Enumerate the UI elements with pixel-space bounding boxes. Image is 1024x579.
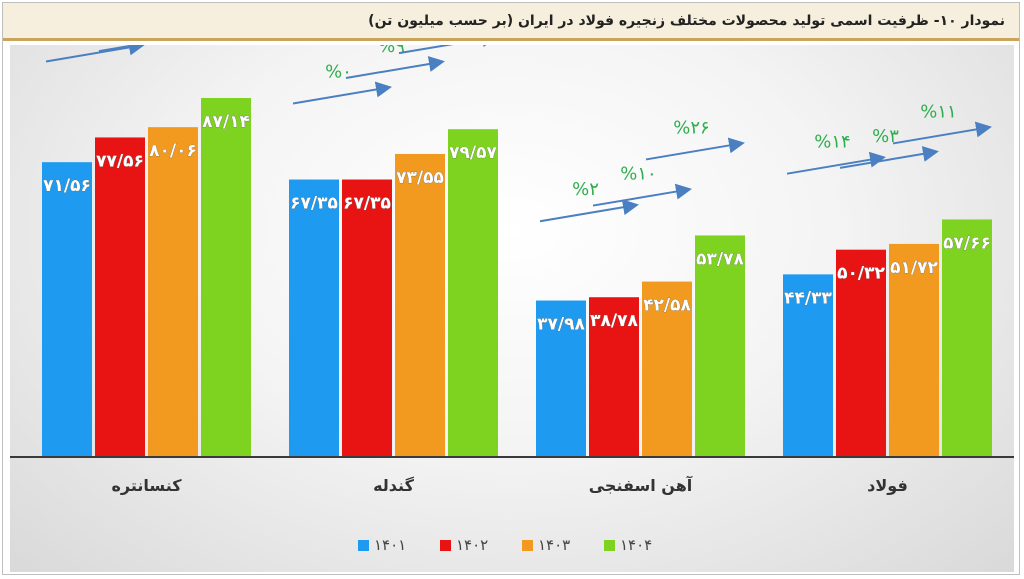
bar-2-2 — [642, 281, 692, 457]
growth-arrow — [45, 45, 145, 63]
growth-annotations-layer: %۸%۳%۹%۰%۹%۸%۲%۱۰%۲۶%۱۴%۳%۱۱ — [45, 45, 992, 223]
legend-swatch — [522, 540, 533, 551]
bar-2-0 — [536, 300, 586, 457]
legend: ۱۴۰۱ ۱۴۰۲ ۱۴۰۳ ۱۴۰۴ — [358, 536, 652, 554]
bar-value-label: ۷۳/۵۵ — [396, 168, 444, 188]
bar-0-1 — [95, 137, 145, 457]
bar-1-2 — [395, 153, 445, 457]
growth-percent-label: %۹ — [378, 45, 405, 57]
growth-arrow — [398, 45, 498, 55]
growth-percent-label: %۳ — [872, 126, 899, 147]
category-label: گندله — [373, 476, 414, 495]
bar-3-3 — [942, 219, 992, 457]
bar-3-1 — [836, 249, 886, 457]
legend-label: ۱۴۰۴ — [620, 536, 652, 554]
chart-area: ۷۱/۵۶ ۷۷/۵۶ ۸۰/۰۶ ۸۷/۱۴ ۶۷/۳۵ ۶۷/۳۵ ۷۳/۵۵ ۷۹/۵۷… — [10, 45, 1014, 572]
bar-value-label: ۷۹/۵۷ — [449, 143, 497, 163]
bar-value-label: ۵۰/۳۲ — [837, 264, 885, 284]
bar-value-label: ۳۸/۷۸ — [590, 311, 638, 331]
bar-value-label: ۶۷/۳۵ — [290, 194, 338, 214]
bars-layer — [42, 97, 992, 457]
growth-percent-label: %۱۱ — [920, 101, 956, 122]
growth-percent-label: %۰ — [325, 62, 352, 83]
legend-swatch — [440, 540, 451, 551]
chart-title-bar: نمودار ۱۰- ظرفیت اسمی تولید محصولات مختل… — [3, 3, 1019, 41]
bar-value-label: ۴۴/۳۳ — [784, 288, 832, 308]
bar-3-0 — [783, 274, 833, 457]
bar-value-label: ۷۱/۵۶ — [43, 176, 91, 196]
bar-1-1 — [342, 179, 392, 457]
legend-label: ۱۴۰۲ — [456, 536, 488, 554]
bar-0-2 — [148, 127, 198, 457]
bar-value-label: ۶۷/۳۵ — [343, 194, 391, 214]
legend-label: ۱۴۰۱ — [374, 536, 406, 554]
growth-arrow — [98, 45, 198, 53]
bar-value-label: ۸۷/۱۴ — [202, 112, 250, 132]
bar-value-label: ۵۳/۷۸ — [696, 249, 744, 269]
bar-value-label: ۴۲/۵۸ — [643, 296, 691, 316]
bar-value-label: ۳۷/۹۸ — [537, 315, 585, 335]
category-label: کنسانتره — [111, 476, 182, 495]
growth-arrow — [592, 183, 692, 207]
legend-swatch — [604, 540, 615, 551]
bar-2-1 — [589, 297, 639, 457]
bar-value-label: ۵۱/۷۲ — [890, 258, 938, 278]
growth-arrow — [839, 146, 939, 169]
bar-0-3 — [201, 97, 251, 457]
legend-swatch — [358, 540, 369, 551]
growth-arrow — [786, 151, 886, 175]
bar-value-label: ۸۰/۰۶ — [149, 141, 197, 161]
bar-3-2 — [889, 243, 939, 457]
bar-0-0 — [42, 162, 92, 457]
category-label: آهن اسفنجی — [589, 475, 693, 495]
legend-label: ۱۴۰۳ — [538, 536, 570, 554]
bar-1-0 — [289, 179, 339, 457]
growth-percent-label: %۲۶ — [673, 117, 709, 138]
growth-arrow — [345, 56, 445, 79]
growth-arrow — [645, 137, 745, 161]
bar-value-label: ۷۷/۵۶ — [96, 151, 144, 171]
bar-value-label: ۵۷/۶۶ — [943, 233, 991, 253]
growth-arrow — [539, 199, 639, 223]
category-label: فولاد — [867, 476, 908, 495]
growth-percent-label: %۱۴ — [814, 132, 850, 153]
growth-percent-label: %۱۰ — [620, 164, 656, 185]
growth-arrow — [892, 121, 992, 145]
growth-percent-label: %۲ — [572, 179, 599, 200]
growth-arrow — [292, 81, 392, 105]
bar-2-3 — [695, 235, 745, 457]
category-labels-layer: کنسانتره گندله آهن اسفنجی فولاد — [111, 475, 907, 495]
bar-1-3 — [448, 129, 498, 457]
chart-title: نمودار ۱۰- ظرفیت اسمی تولید محصولات مختل… — [368, 12, 1005, 29]
